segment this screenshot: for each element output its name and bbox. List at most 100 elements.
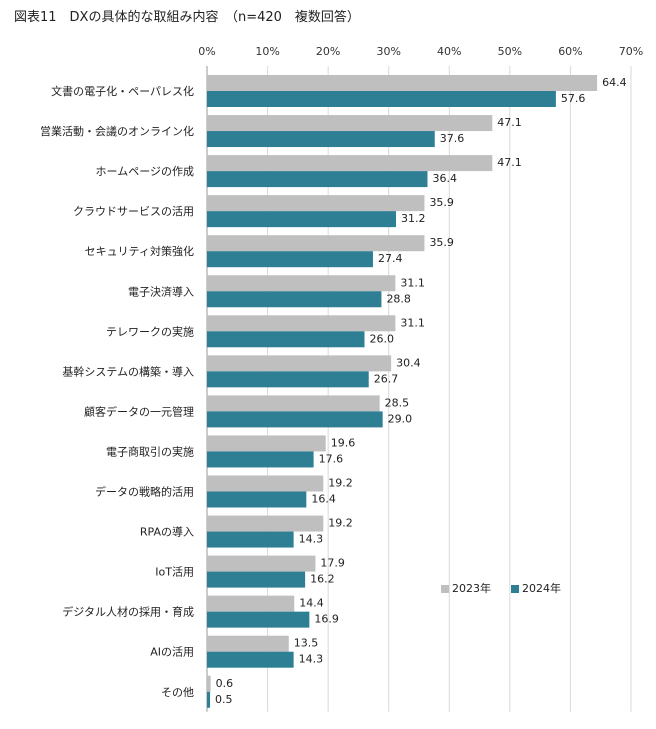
category-label: 営業活動・会議のオンライン化	[40, 124, 194, 138]
value-label-2024: 16.9	[314, 613, 339, 626]
value-labels: 64.4 57.6 47.1 37.6 47.1 36.4 35.931.235.9 27.4…	[215, 76, 627, 706]
category-label: 文書の電子化・ペーパレス化	[51, 84, 194, 98]
bar-2024	[207, 131, 435, 148]
bar-2023	[207, 115, 493, 132]
bar-2024	[207, 451, 314, 468]
x-tick-label: 60%	[558, 45, 582, 58]
value-label-2023: 19.2	[328, 517, 353, 530]
value-label-2024: 14.3	[299, 653, 324, 666]
value-label-2023: 31.1	[400, 316, 425, 329]
x-tick-label: 20%	[316, 45, 340, 58]
bar-2023	[207, 555, 316, 572]
bar-2023	[207, 595, 295, 612]
bar-2024	[207, 331, 365, 348]
bar-2024	[207, 651, 294, 668]
value-label-2023: 13.5	[294, 637, 319, 650]
x-axis-tick-labels: 0% 10% 20% 30% 40% 50% 60% 70%	[198, 45, 643, 58]
bar-2023	[207, 675, 211, 692]
bar-2024	[207, 171, 428, 188]
bar-2023	[207, 275, 396, 292]
bar-2024	[207, 251, 373, 268]
category-label: 顧客データの一元管理	[84, 404, 194, 418]
category-labels: 文書の電子化・ペーパレス化営業活動・会議のオンライン化ホームページの作成クラウド…	[40, 84, 194, 699]
category-label: 電子決済導入	[128, 284, 194, 298]
value-label-2023: 30.4	[396, 356, 421, 369]
category-label: セキュリティ対策強化	[85, 244, 194, 258]
category-label: テレワークの実施	[106, 324, 194, 338]
figure-title: 図表11 DXの具体的な取組み内容 （n=420 複数回答）	[14, 10, 360, 25]
value-label-2023: 35.9	[429, 236, 454, 249]
category-label: RPAの導入	[140, 525, 194, 539]
value-label-2024: 17.6	[319, 452, 344, 465]
legend: 2023年 2024年	[441, 581, 561, 595]
legend-label-2024: 2024年	[522, 581, 561, 595]
value-label-2024: 14.3	[299, 533, 324, 546]
bar-2023	[207, 75, 598, 91]
bar-2023	[207, 235, 425, 252]
x-tick-label: 10%	[255, 45, 279, 58]
category-label: データの戦略的活用	[95, 485, 194, 499]
bars	[207, 75, 598, 708]
bar-2024	[207, 91, 556, 107]
value-label-2023: 14.4	[299, 597, 324, 610]
value-label-2024: 0.5	[215, 693, 233, 706]
legend-label-2023: 2023年	[452, 581, 491, 595]
category-label: 電子商取引の実施	[106, 444, 194, 458]
bar-2023	[207, 435, 326, 452]
value-label-2023: 19.2	[328, 477, 353, 490]
value-label-2023: 47.1	[497, 156, 522, 169]
bar-2024	[207, 211, 396, 228]
category-label: クラウドサービスの活用	[73, 205, 194, 218]
x-tick-label: 0%	[198, 45, 215, 58]
value-label-2024: 26.0	[369, 332, 394, 345]
bar-2024	[207, 611, 310, 628]
value-label-2024: 29.0	[388, 412, 413, 425]
value-label-2024: 16.2	[310, 573, 335, 586]
bar-2024	[207, 531, 294, 548]
bar-2023	[207, 515, 324, 532]
bar-2023	[207, 315, 396, 332]
bar-2024	[207, 491, 307, 508]
value-label-2023: 47.1	[497, 116, 522, 129]
bar-2024	[207, 571, 306, 588]
value-label-2024: 31.2	[401, 212, 426, 225]
value-label-2023: 28.5	[385, 396, 410, 409]
value-label-2023: 64.4	[602, 76, 627, 89]
legend-swatch-2023	[441, 585, 449, 593]
value-label-2024: 16.4	[311, 493, 336, 506]
value-label-2023: 31.1	[400, 276, 425, 289]
x-tick-label: 50%	[498, 45, 522, 58]
legend-swatch-2024	[511, 585, 519, 593]
value-label-2023: 19.6	[331, 436, 356, 449]
bar-2023	[207, 155, 493, 172]
value-label-2023: 0.6	[216, 677, 234, 690]
value-label-2024: 27.4	[378, 252, 403, 265]
value-label-2024: 57.6	[561, 92, 586, 105]
category-label: IoT活用	[155, 566, 194, 579]
value-label-2023: 35.9	[429, 196, 454, 209]
category-label: 基幹システムの構築・導入	[62, 364, 194, 378]
value-label-2024: 28.8	[386, 292, 411, 305]
category-label: その他	[161, 686, 194, 699]
gridlines	[206, 66, 632, 712]
bar-2023	[207, 395, 380, 412]
value-label-2024: 26.7	[374, 372, 399, 385]
category-label: ホームページの作成	[96, 165, 194, 178]
bar-2023	[207, 355, 392, 372]
value-label-2024: 36.4	[432, 172, 457, 185]
bar-2023	[207, 195, 425, 212]
bar-2024	[207, 291, 382, 308]
bar-2023	[207, 635, 289, 652]
bar-2024	[207, 691, 211, 708]
bar-2024	[207, 371, 369, 388]
x-tick-label: 40%	[437, 45, 461, 58]
bar-2024	[207, 411, 383, 428]
x-tick-label: 30%	[376, 45, 400, 58]
category-label: デジタル人材の採用・育成	[62, 605, 194, 619]
bar-2023	[207, 475, 324, 492]
category-label: AIの活用	[150, 646, 194, 659]
value-label-2024: 37.6	[440, 132, 465, 145]
x-tick-label: 70%	[619, 45, 643, 58]
value-label-2023: 17.9	[320, 557, 345, 570]
